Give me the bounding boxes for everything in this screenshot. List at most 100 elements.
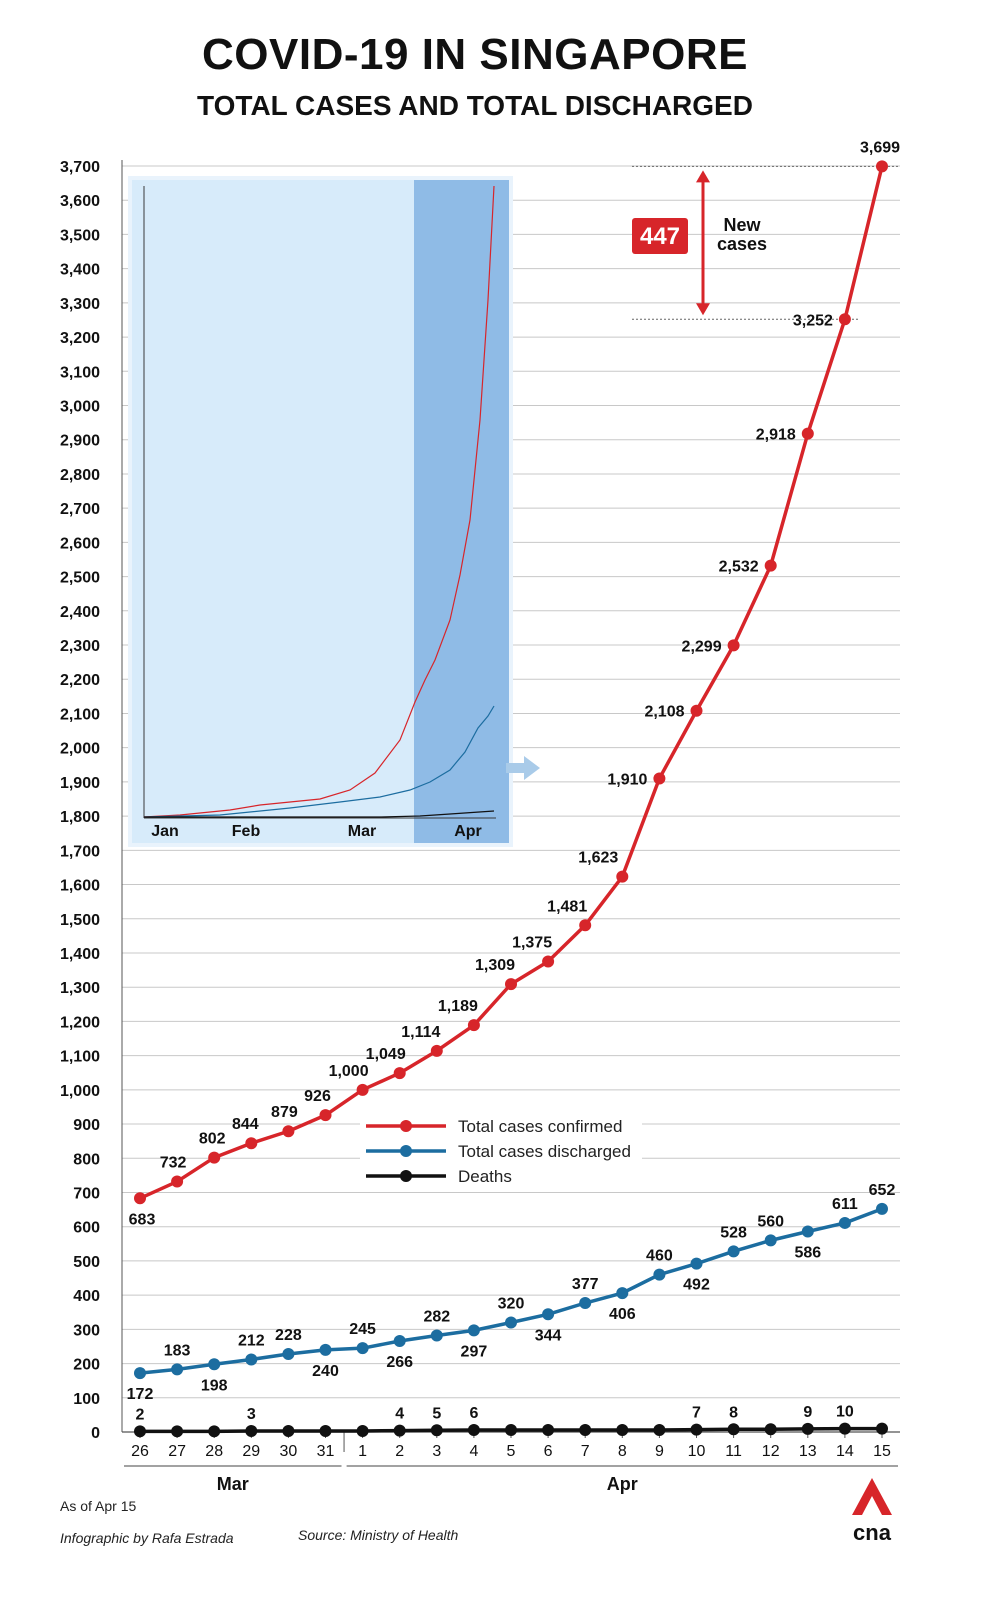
data-point [801, 1422, 814, 1435]
annotation-arrow-up [696, 170, 710, 183]
annotation-arrow-down [696, 303, 710, 316]
x-tick-label: 7 [581, 1443, 590, 1460]
data-point [245, 1424, 258, 1437]
legend-label: Deaths [458, 1167, 512, 1186]
data-label-cases: 1,910 [607, 771, 647, 788]
data-label-discharged: 297 [461, 1343, 488, 1360]
data-label-discharged: 586 [794, 1244, 821, 1261]
data-point [505, 1423, 517, 1436]
axes: 0 100 200 300 400 500 600 700 800 900 1,000 1,100 1,… [60, 159, 900, 1494]
legend: Total cases confirmed Total cases dischar… [360, 1110, 642, 1190]
inset-month-label: Mar [348, 823, 376, 840]
data-label-cases: 1,189 [438, 998, 478, 1015]
credit: Infographic by Rafa Estrada [60, 1530, 234, 1546]
data-label-deaths: 5 [432, 1405, 441, 1422]
data-label-cases: 926 [304, 1088, 331, 1105]
x-tick-label: 15 [873, 1443, 891, 1460]
data-label-cases: 844 [232, 1116, 259, 1133]
data-point [134, 1192, 146, 1205]
x-tick-label: 1 [358, 1443, 367, 1460]
data-point [134, 1367, 146, 1380]
y-tick-label: 2,400 [60, 604, 100, 621]
data-point [579, 919, 592, 932]
y-tick-label: 1,900 [60, 775, 100, 792]
y-tick-label: 0 [91, 1425, 100, 1442]
inset-background [132, 180, 414, 843]
y-tick-label: 1,700 [60, 843, 100, 860]
y-tick-label: 300 [73, 1322, 100, 1339]
data-label-cases: 1,309 [475, 957, 515, 974]
data-label-discharged: 228 [275, 1327, 302, 1344]
month-label: Apr [607, 1474, 638, 1494]
data-label-cases: 2,918 [756, 427, 796, 444]
as-of-note: As of Apr 15 [60, 1498, 137, 1514]
y-tick-label: 3,300 [60, 296, 100, 313]
data-point [727, 1245, 740, 1258]
inset-line-cases [143, 185, 495, 818]
data-point [467, 1019, 480, 1032]
data-point [282, 1424, 295, 1437]
annotation-value: 447 [640, 223, 680, 250]
data-label-cases: 2,532 [719, 559, 759, 576]
logo-mark [852, 1478, 892, 1515]
y-tick-label: 900 [73, 1117, 100, 1134]
x-tick-label: 30 [280, 1443, 298, 1460]
data-label-cases: 802 [199, 1131, 226, 1148]
x-tick-label: 27 [168, 1443, 186, 1460]
y-tick-label: 1,000 [60, 1083, 100, 1100]
data-point [727, 1423, 740, 1436]
x-tick-label: 12 [762, 1443, 780, 1460]
data-label-discharged: 240 [312, 1363, 339, 1380]
x-tick-label: 28 [205, 1443, 223, 1460]
data-point [171, 1175, 184, 1188]
y-tick-label: 2,500 [60, 570, 100, 587]
data-labels: 6837328028448799261,0001,0491,1141,1891,… [127, 139, 900, 1423]
y-tick-label: 1,600 [60, 878, 100, 895]
x-tick-label: 26 [131, 1443, 149, 1460]
data-point [764, 1234, 777, 1247]
data-label-discharged: 492 [683, 1277, 710, 1294]
data-point [542, 1423, 555, 1436]
logo-text: cna [853, 1520, 892, 1545]
data-point [393, 1334, 406, 1347]
inset-month-label: Apr [454, 823, 482, 840]
data-label-cases: 732 [160, 1155, 187, 1172]
y-tick-label: 700 [73, 1185, 100, 1202]
data-label-cases: 1,481 [547, 898, 587, 915]
data-label-discharged: 406 [609, 1306, 636, 1323]
inset-month-label: Jan [151, 823, 179, 840]
data-point [616, 870, 629, 883]
x-tick-label: 2 [395, 1443, 404, 1460]
inset-month-label: Feb [232, 823, 261, 840]
data-point [579, 1297, 592, 1310]
annotation-text-2: cases [717, 234, 767, 254]
data-label-deaths: 7 [692, 1405, 701, 1422]
data-point [356, 1083, 369, 1096]
data-label-discharged: 344 [535, 1327, 562, 1344]
month-label: Mar [217, 1474, 249, 1494]
y-tick-label: 1,800 [60, 809, 100, 826]
x-tick-label: 11 [725, 1443, 742, 1460]
x-tick-label: 14 [836, 1443, 854, 1460]
y-tick-label: 1,100 [60, 1049, 100, 1066]
data-point [319, 1343, 332, 1356]
data-point [876, 1422, 888, 1435]
data-point [579, 1423, 592, 1436]
y-tick-label: 2,900 [60, 433, 100, 450]
data-label-deaths: 3 [247, 1406, 256, 1423]
y-tick-label: 2,700 [60, 501, 100, 518]
data-label-discharged: 560 [757, 1213, 784, 1230]
data-label-discharged: 266 [386, 1354, 413, 1371]
y-tick-label: 2,300 [60, 638, 100, 655]
data-point [653, 1423, 666, 1436]
data-point [467, 1324, 480, 1337]
data-point [245, 1353, 258, 1366]
data-point [690, 1423, 703, 1436]
x-tick-label: 3 [432, 1443, 441, 1460]
data-point [505, 978, 517, 991]
y-tick-label: 400 [73, 1288, 100, 1305]
data-label-discharged: 528 [720, 1224, 747, 1241]
data-label-deaths: 6 [469, 1405, 478, 1422]
